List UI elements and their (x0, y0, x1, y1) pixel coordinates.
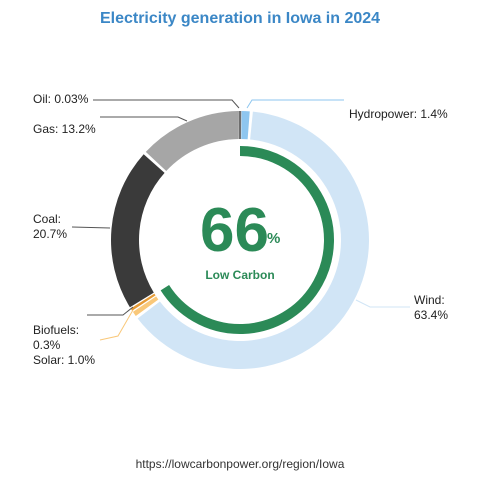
leader-line-coal (71, 226, 111, 229)
leader-line-biofuels (87, 306, 134, 316)
slice-oil (238, 110, 242, 140)
slice-label-line: Biofuels: (33, 323, 79, 337)
slice-label-line: 20.7% (33, 227, 67, 241)
leader-line-solar (99, 309, 134, 341)
slice-biofuels (130, 293, 156, 311)
slice-label-wind: Wind: 63.4% (414, 293, 448, 322)
low-carbon-value: 66 (200, 196, 269, 265)
slice-label-coal: Coal: 20.7% (33, 212, 67, 241)
slice-label-hydropower: Hydropower: 1.4% (349, 107, 448, 121)
slice-gas (145, 111, 239, 172)
leader-line-gas (100, 116, 188, 122)
source-url: https://lowcarbonpower.org/region/Iowa (135, 457, 345, 471)
slice-label-line: 63.4% (414, 308, 448, 322)
slice-label-oil: Oil: 0.03% (33, 92, 89, 106)
low-carbon-label: Low Carbon (205, 268, 275, 282)
low-carbon-percent-sign: % (267, 230, 281, 247)
slice-label-biofuels: Biofuels: 0.3% (33, 323, 79, 352)
slice-label-line: 0.3% (33, 338, 61, 352)
slice-label-line: Wind: (414, 293, 445, 307)
slice-hydropower (241, 111, 250, 140)
leader-line-wind (355, 299, 410, 308)
slice-label-line: Coal: (33, 212, 61, 226)
slice-label-gas: Gas: 13.2% (33, 122, 96, 136)
chart-title: Electricity generation in Iowa in 2024 (99, 10, 381, 27)
leader-line-hydropower (246, 99, 344, 109)
slice-label-solar: Solar: 1.0% (33, 353, 95, 367)
slice-solar (132, 296, 159, 316)
slice-coal (111, 154, 165, 308)
low-carbon-progress-arc (160, 146, 334, 334)
leader-line-oil (93, 99, 240, 109)
